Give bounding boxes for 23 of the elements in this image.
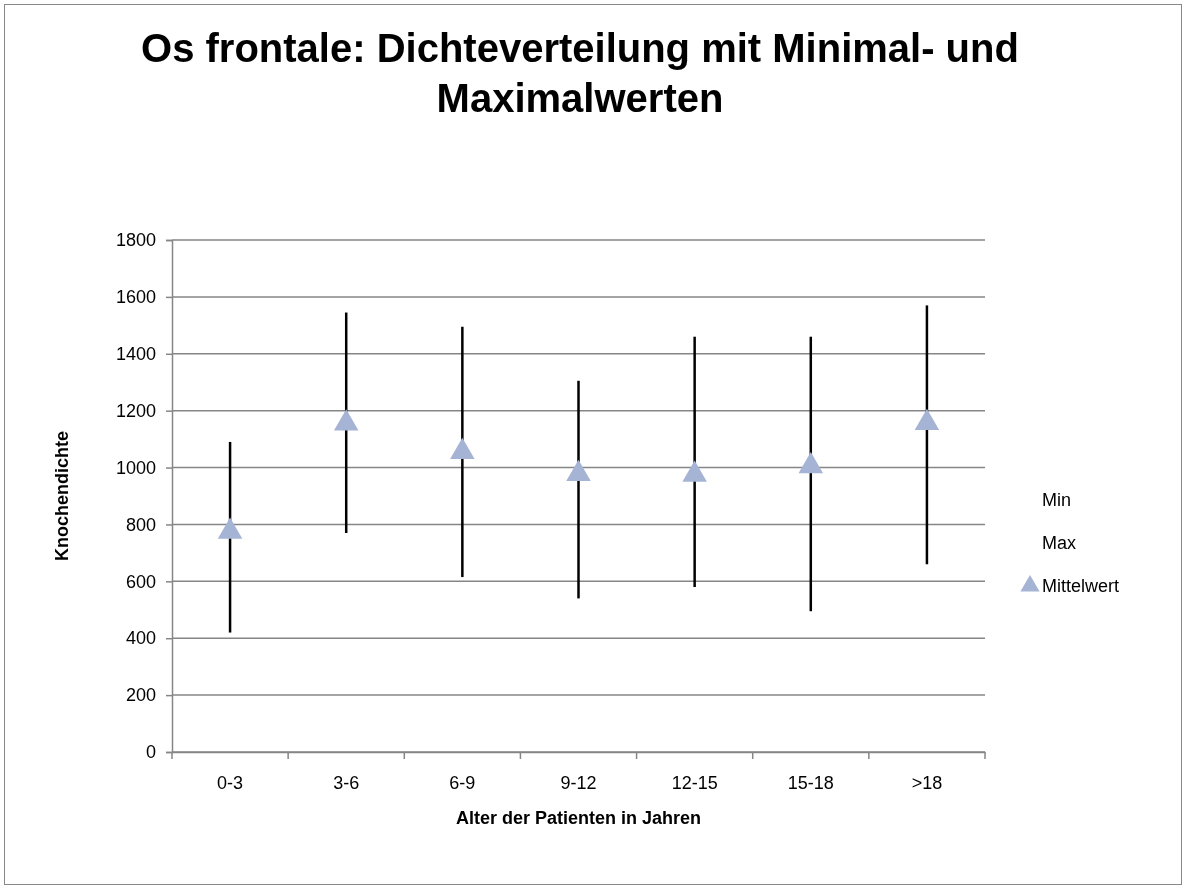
legend-label: Mittelwert <box>1042 576 1120 596</box>
x-axis-title: Alter der Patienten in Jahren <box>455 808 702 828</box>
chart-title: Os frontale: Dichteverteilung mit Minimal- und Maximalwerten <box>141 26 1019 120</box>
x-tick-label: 3-6 <box>333 772 360 793</box>
x-tick-label: 6-9 <box>449 772 476 793</box>
x-tick-label: 9-12 <box>560 772 597 793</box>
x-tick-label: >18 <box>911 772 943 793</box>
y-tick-label: 600 <box>125 571 156 592</box>
y-axis-title: Knochendichte <box>52 430 72 562</box>
y-tick-label: 1400 <box>115 344 156 365</box>
y-tick-label: 1800 <box>115 230 156 251</box>
legend-label: Max <box>1042 533 1077 553</box>
y-tick-label: 1600 <box>115 287 156 308</box>
y-tick-label: 1200 <box>115 400 156 421</box>
y-tick-label: 1000 <box>115 457 156 478</box>
x-tick-label: 0-3 <box>217 772 244 793</box>
y-tick-label: 0 <box>145 742 156 763</box>
y-tick-label: 800 <box>125 514 156 535</box>
y-tick-label: 200 <box>125 685 156 706</box>
x-tick-label: 12-15 <box>671 772 718 793</box>
x-tick-label: 15-18 <box>787 772 834 793</box>
y-tick-label: 400 <box>125 628 156 649</box>
legend-label: Min <box>1042 490 1072 510</box>
